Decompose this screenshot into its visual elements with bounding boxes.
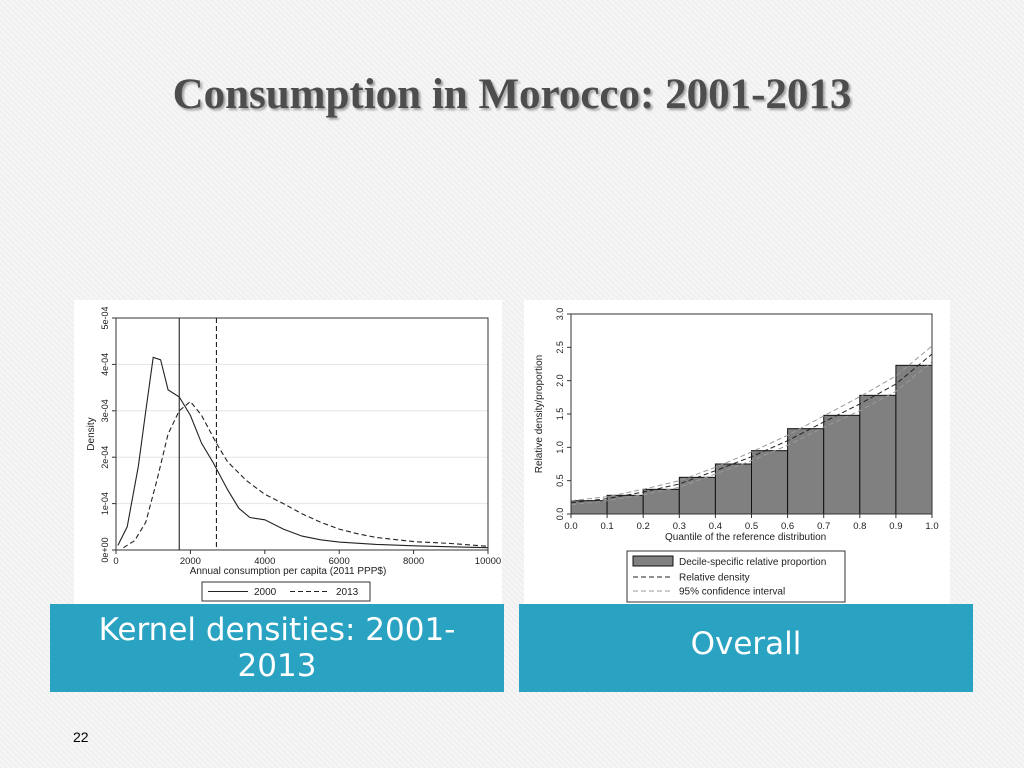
y-tick-label: 2.5: [555, 341, 565, 354]
y-tick-label: 1.0: [555, 441, 565, 454]
legend-label-2013: 2013: [336, 587, 359, 598]
y-tick-label: 1e-04: [100, 492, 110, 515]
decile-bar: [642, 488, 680, 515]
x-tick-label: 0.2: [637, 521, 650, 532]
caption-left-line1: Kernel densities: 2001-: [98, 612, 456, 648]
kernel-density-chart: 0e+00 1e-04 2e-04 3e-04 4e-04 5e-04 0 2000 4000 6…: [86, 306, 501, 602]
decile-bar: [859, 394, 897, 515]
y-tick-label: 3.0: [555, 308, 565, 321]
y-tick-label: 3e-04: [100, 399, 110, 422]
decile-bar: [751, 450, 789, 515]
relative-distribution-chart: 0.0 0.5 1.0 1.5 2.0 2.5 3.0 0.0 0.1 0.2 0.3 0.4 0.5 0…: [534, 308, 939, 603]
plot-frame: [115, 317, 489, 551]
caption-left-line2: 2013: [237, 648, 317, 684]
x-tick-label: 1.0: [925, 521, 938, 532]
series-line-relative-density: [570, 353, 933, 504]
decile-bar: [823, 414, 861, 515]
x-tick-label: 0.7: [817, 521, 830, 532]
x-tick-label: 0.5: [745, 521, 758, 532]
x-tick-label: 8000: [403, 556, 424, 567]
x-tick-label: 0.3: [673, 521, 686, 532]
decile-bar: [895, 364, 933, 515]
y-tick-label: 0.5: [555, 474, 565, 487]
relative-distribution-chart-panel: 0.0 0.5 1.0 1.5 2.0 2.5 3.0 0.0 0.1 0.2 0.3 0.4 0.5 0…: [524, 300, 950, 614]
series-line-95-confidence-interval: [570, 345, 933, 502]
x-tick-label: 0: [113, 556, 118, 567]
kernel-density-chart-panel: 0e+00 1e-04 2e-04 3e-04 4e-04 5e-04 0 2000 4000 6…: [74, 300, 502, 612]
legend-label-2000: 2000: [254, 587, 277, 598]
caption-overall: Overall: [519, 604, 973, 692]
decile-bar: [714, 463, 752, 515]
y-axis-label: Density: [86, 417, 97, 450]
decile-bar: [787, 428, 825, 515]
confidence-bound-line: [570, 361, 933, 506]
x-tick-label: 0.4: [709, 521, 722, 532]
x-tick-label: 0.9: [889, 521, 902, 532]
x-axis-label: Quantile of the reference distribution: [665, 532, 826, 543]
y-tick-label: 2.0: [555, 374, 565, 387]
y-tick-label: 2e-04: [100, 446, 110, 469]
x-tick-label: 10000: [475, 556, 501, 567]
decile-bar: [678, 476, 716, 515]
series-line-2013: [123, 400, 489, 549]
x-tick-label: 0.6: [781, 521, 794, 532]
x-tick-label: 6000: [329, 556, 350, 567]
legend-swatch-bars: [632, 555, 674, 567]
y-tick-label: 5e-04: [100, 306, 110, 329]
x-tick-label: 2000: [180, 556, 201, 567]
legend-label-line: 95% confidence interval: [679, 587, 785, 598]
plot-frame: [570, 313, 933, 515]
caption-kernel-densities: Kernel densities: 2001- 2013: [50, 604, 504, 692]
legend-label-line: Relative density: [679, 573, 750, 584]
x-tick-label: 0.1: [600, 521, 613, 532]
series-line-2000: [117, 356, 489, 549]
slide-title: Consumption in Morocco: 2001-2013: [172, 71, 852, 118]
x-axis-label: Annual consumption per capita (2011 PPP$…: [190, 566, 387, 577]
y-axis-label: Relative density/proportion: [534, 355, 545, 473]
y-tick-label: 0.0: [555, 508, 565, 521]
legend-label-bars: Decile-specific relative proportion: [679, 557, 826, 568]
legend-box: [201, 581, 371, 602]
y-tick-label: 0e+00: [100, 537, 110, 562]
x-tick-label: 0.8: [853, 521, 866, 532]
x-tick-label: 4000: [254, 556, 275, 567]
x-tick-label: 0.0: [564, 521, 577, 532]
slide-number: 22: [73, 729, 89, 745]
y-tick-label: 4e-04: [100, 353, 110, 376]
y-tick-label: 1.5: [555, 408, 565, 421]
caption-right-text: Overall: [690, 626, 802, 662]
